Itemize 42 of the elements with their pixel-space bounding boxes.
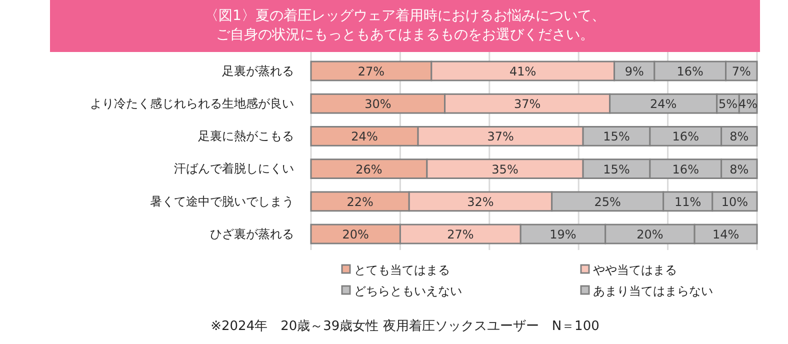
legend-label: やや当てはまる [593, 263, 677, 277]
data-label: 37% [514, 97, 541, 112]
legend-label: あまり当てはまらない [593, 284, 713, 298]
data-label: 15% [603, 130, 630, 144]
data-label: 20% [342, 228, 369, 242]
y-tick-label: より冷たく感じれられる生地感が良い [90, 96, 294, 110]
data-label: 11% [674, 194, 702, 209]
data-label: 41% [510, 64, 536, 78]
data-label: 5% [718, 97, 738, 112]
data-label: 32% [467, 194, 494, 209]
data-label: 22% [346, 194, 374, 209]
data-label: 15% [603, 162, 630, 176]
data-label: 24% [351, 130, 378, 144]
data-label: 19% [550, 228, 576, 242]
data-label: 27% [447, 228, 474, 242]
data-label: 8% [730, 162, 749, 176]
data-label: 10% [721, 194, 748, 209]
data-label: 25% [594, 194, 621, 209]
data-label: 20% [636, 228, 664, 242]
data-label: 7% [732, 64, 751, 78]
y-tick-label: 汗ばんで着脱しにくい [174, 162, 294, 176]
data-label: 16% [672, 130, 699, 144]
data-label: 9% [624, 64, 644, 78]
data-label: 24% [650, 97, 677, 112]
data-label: 27% [358, 64, 385, 78]
y-tick-label: 足裏に熱がこもる [198, 129, 294, 144]
data-label: 30% [364, 97, 392, 112]
y-tick-label: 暑くて途中で脱いでしまう [150, 194, 294, 208]
legend-label: とても当てはまる [354, 263, 450, 277]
data-label: 37% [487, 130, 514, 144]
chart-title: 〈図1〉夏の着圧レッグウェア着用時におけるお悩みについて、ご自身の状況にもっともあてはまるものをお選びください。 [204, 8, 606, 43]
data-label: 16% [672, 162, 699, 176]
y-tick-label: 足裏が蒸れる [222, 64, 294, 78]
data-label: 26% [356, 162, 382, 176]
text: ※2024年 20歳～39歳女性 夜用着圧ソックスユーザー N＝100 [210, 318, 600, 334]
data-label: 16% [676, 64, 704, 78]
data-label: 8% [730, 130, 749, 144]
data-label: 4% [738, 97, 758, 112]
data-label: 35% [492, 162, 518, 176]
data-label: 14% [712, 228, 740, 242]
legend-label: どちらともいえない [354, 284, 462, 298]
y-tick-label: ひざ裏が蒸れる [210, 226, 294, 241]
